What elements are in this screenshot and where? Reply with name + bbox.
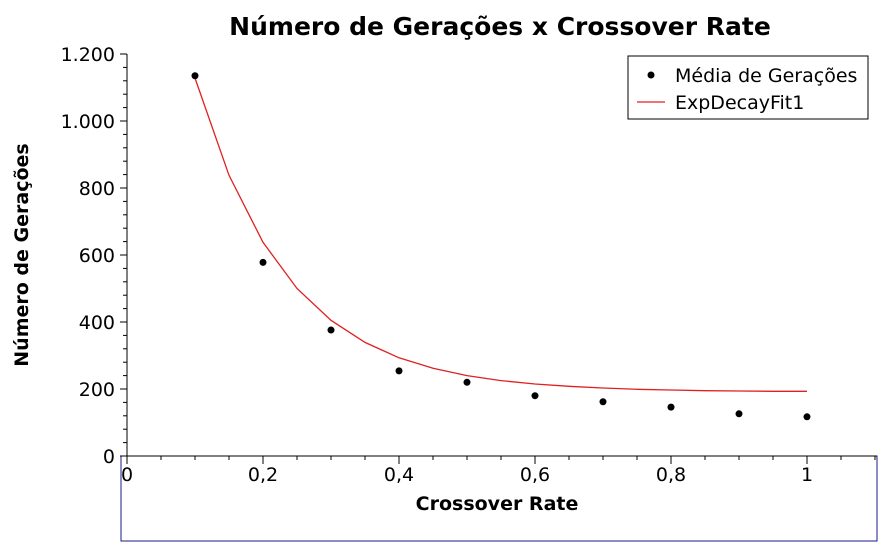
points-layer xyxy=(191,72,811,421)
fit-layer xyxy=(194,77,807,392)
x-tick-label: 0,8 xyxy=(656,464,686,486)
data-point xyxy=(463,378,471,386)
data-point xyxy=(599,398,607,406)
y-tick-label: 400 xyxy=(79,312,115,334)
y-axis-label: Número de Gerações xyxy=(11,143,33,366)
data-point xyxy=(395,367,403,375)
axes: 0 200 400 600 800 1.000 1.200 0 0,2 0,4 0,6 0,8 1 xyxy=(61,44,877,486)
chart-title: Número de Gerações x Crossover Rate xyxy=(229,12,771,41)
fit-line xyxy=(194,77,807,392)
data-point xyxy=(327,326,335,334)
data-point xyxy=(803,413,811,421)
data-point xyxy=(531,392,539,400)
y-tick-label: 200 xyxy=(79,379,115,401)
y-tick-label: 1.000 xyxy=(61,111,115,133)
legend-entry-label: ExpDecayFit1 xyxy=(675,92,804,114)
y-tick-label: 1.200 xyxy=(61,44,115,66)
data-point xyxy=(259,258,267,266)
y-tick-label: 600 xyxy=(79,245,115,267)
data-point xyxy=(667,403,675,411)
legend-point-swatch xyxy=(647,71,655,79)
data-point xyxy=(191,72,199,80)
data-point xyxy=(735,410,743,418)
y-tick-label: 800 xyxy=(79,178,115,200)
y-tick-label: 0 xyxy=(103,446,115,468)
x-tick-label: 1 xyxy=(801,464,813,486)
legend-entry-label: Média de Gerações xyxy=(675,65,857,87)
x-tick-label: 0,2 xyxy=(248,464,278,486)
legend-box xyxy=(627,55,869,120)
x-tick-label: 0,4 xyxy=(384,464,414,486)
x-tick-label: 0,6 xyxy=(520,464,550,486)
x-axis-label: Crossover Rate xyxy=(416,493,579,515)
x-tick-label: 0 xyxy=(121,464,133,486)
legend: Média de Gerações ExpDecayFit1 xyxy=(627,55,869,120)
